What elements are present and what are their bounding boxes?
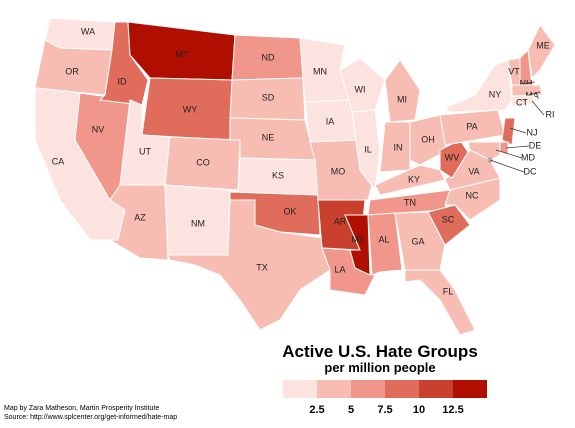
legend-swatch	[283, 380, 317, 398]
state-label: FL	[443, 286, 454, 296]
state-label: SD	[262, 92, 275, 102]
state-label: AL	[378, 234, 389, 244]
legend-swatch	[385, 380, 419, 398]
state-label: CT	[516, 97, 528, 107]
state-label: WV	[445, 152, 460, 162]
state	[511, 95, 529, 107]
state	[374, 164, 446, 196]
state-label: NC	[466, 190, 479, 200]
legend-tick-label: 10	[413, 404, 425, 416]
subtitle: per million people	[324, 360, 435, 375]
credit: Map by Zara Matheson, Martin Prosperity …	[4, 405, 159, 412]
state-label: WA	[81, 26, 95, 36]
state-label: MS	[351, 234, 365, 244]
state	[367, 212, 403, 276]
leader	[505, 145, 530, 149]
states: WA OR CA NV ID MT WY UT AZ CO NM ND SD NE KS OK TX MN IA MO…	[34, 17, 556, 336]
state-label: ID	[118, 76, 128, 86]
credit: Source: http://www.splcenter.org/get-inf…	[4, 414, 177, 421]
state	[444, 59, 513, 113]
leader	[531, 100, 545, 116]
state-label: NE	[262, 132, 275, 142]
state-label: IA	[326, 116, 335, 126]
state-label: TN	[404, 197, 416, 207]
state-label: MN	[313, 66, 327, 76]
state-label: LA	[334, 264, 345, 274]
state-label: UT	[139, 146, 151, 156]
state-label: KS	[272, 170, 284, 180]
state-label: KY	[408, 174, 420, 184]
state-label: OH	[421, 134, 435, 144]
state-label: NY	[489, 89, 502, 99]
title: Active U.S. Hate Groups	[282, 342, 478, 361]
state-label: IN	[394, 142, 403, 152]
state-label: GA	[411, 236, 424, 246]
state-label: DE	[529, 140, 542, 150]
state-label: TX	[256, 262, 268, 272]
state-label: ND	[262, 52, 275, 62]
state-label: OK	[283, 206, 296, 216]
state-label: MA	[525, 90, 539, 100]
state-label: IL	[364, 144, 372, 154]
state-label: PA	[466, 121, 477, 131]
state-label: NM	[191, 218, 205, 228]
leader	[509, 127, 527, 134]
state-label: VT	[508, 66, 520, 76]
state	[527, 24, 556, 80]
state-label: MI	[397, 94, 407, 104]
state-label: NJ	[527, 127, 538, 137]
state	[409, 114, 449, 166]
state-label: MO	[331, 166, 346, 176]
state	[339, 57, 386, 113]
state-label: DC	[524, 166, 537, 176]
state-label: OR	[65, 66, 79, 76]
leader	[495, 149, 523, 159]
legend-tick-label: 7.5	[377, 404, 392, 416]
state	[351, 109, 381, 192]
state-label: AR	[334, 216, 347, 226]
legend-tick-label: 5	[348, 404, 354, 416]
state	[404, 269, 476, 336]
state-label: MT	[176, 49, 189, 59]
leader	[519, 81, 536, 85]
state	[394, 211, 446, 271]
legend: 2.5 5 7.5 10 12.5	[283, 380, 487, 416]
legend-swatch	[317, 380, 351, 398]
state	[427, 204, 471, 246]
legend-tick-label: 2.5	[309, 404, 324, 416]
state-label: WY	[183, 104, 198, 114]
state	[467, 141, 501, 161]
legend-tick-label: 12.5	[442, 404, 463, 416]
state-label: WI	[355, 84, 366, 94]
leader	[525, 91, 541, 97]
state-label: ME	[536, 40, 550, 50]
state-label: VA	[468, 166, 479, 176]
state-label: NH	[520, 78, 533, 88]
leader	[489, 159, 525, 173]
legend-swatch	[419, 380, 453, 398]
state-label: CA	[52, 156, 65, 166]
legend-swatch	[453, 380, 487, 398]
state	[501, 117, 516, 146]
state-label: MD	[521, 152, 535, 162]
state-label: RI	[546, 109, 555, 119]
state-label: AZ	[134, 212, 146, 222]
state-label: NV	[92, 124, 105, 134]
legend-swatch	[351, 380, 385, 398]
state	[167, 199, 331, 331]
state-label: SC	[442, 214, 455, 224]
state	[384, 59, 421, 123]
state-label: CO	[196, 157, 210, 167]
